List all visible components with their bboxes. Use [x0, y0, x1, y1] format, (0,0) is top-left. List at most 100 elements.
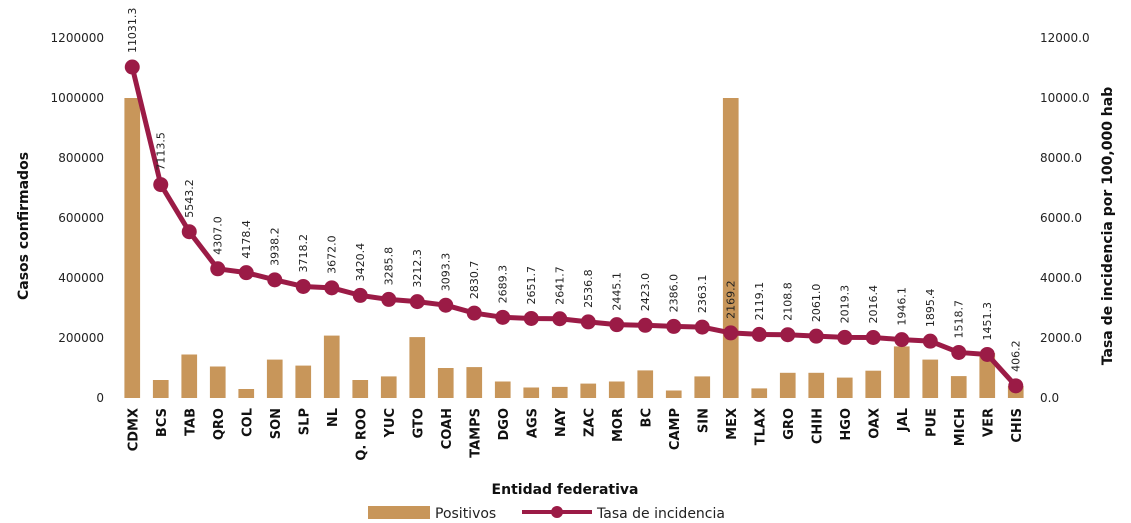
bar — [950, 376, 967, 398]
data-label: 2119.1 — [753, 282, 766, 321]
category-label: QRO — [212, 408, 227, 440]
category-label: NL — [326, 408, 341, 427]
category-label: VER — [981, 408, 996, 437]
category-label: JAL — [896, 408, 911, 432]
bar — [266, 359, 283, 398]
bar — [922, 359, 939, 398]
data-label: 2536.8 — [582, 269, 595, 308]
category-label: MOR — [611, 408, 626, 442]
category-label: HGO — [839, 408, 854, 441]
data-label: 2423.0 — [639, 273, 652, 312]
tasa-point — [495, 309, 511, 325]
y-axis-right-title: Tasa de incidencia por 100,000 hab — [1100, 87, 1116, 366]
line-series-tasa — [124, 59, 1024, 394]
category-label: CHIS — [1010, 408, 1025, 443]
tasa-point — [238, 265, 254, 281]
data-label: 4307.0 — [212, 216, 225, 255]
data-labels: 11031.3 7113.5 5543.2 4307.0 4178.4 3938.2 371… — [126, 8, 1023, 372]
bar — [409, 337, 426, 398]
tasa-point — [580, 314, 596, 330]
category-label: COL — [240, 408, 255, 437]
bar — [722, 98, 739, 398]
data-label: 3093.3 — [440, 253, 453, 292]
category-label: CDMX — [126, 408, 141, 451]
tasa-point — [210, 261, 226, 277]
category-label: YUC — [383, 408, 398, 439]
data-label: 3212.3 — [411, 249, 424, 288]
data-label: 1946.1 — [896, 287, 909, 326]
tasa-point — [979, 346, 995, 362]
category-label: OAX — [867, 408, 882, 439]
right-tick-label: 4000.0 — [1040, 271, 1082, 285]
left-tick-label: 0 — [96, 391, 104, 405]
category-label: DGO — [497, 408, 512, 441]
tasa-point — [1008, 378, 1024, 394]
data-label: 2386.0 — [668, 274, 681, 313]
right-tick-label: 2000.0 — [1040, 331, 1082, 345]
bar — [865, 370, 882, 398]
tasa-point — [723, 325, 739, 341]
right-tick-label: 8000.0 — [1040, 151, 1082, 165]
bar — [124, 98, 141, 398]
data-label: 7113.5 — [155, 132, 168, 171]
tasa-point — [865, 330, 881, 346]
bar — [893, 346, 910, 398]
category-label: TLAX — [753, 408, 768, 445]
tasa-point — [951, 344, 967, 360]
category-label: BC — [639, 408, 654, 427]
data-label: 1451.3 — [981, 302, 994, 341]
bar — [694, 376, 711, 398]
data-label: 4178.4 — [240, 220, 253, 259]
legend-marker-tasa — [551, 506, 563, 518]
tasa-point — [609, 317, 625, 333]
category-label: SON — [269, 408, 284, 439]
bar — [494, 381, 511, 398]
tasa-point — [552, 311, 568, 327]
data-label: 406.2 — [1010, 340, 1023, 372]
category-label: GTO — [411, 408, 426, 438]
bar-series-positivos — [124, 98, 1024, 398]
bar — [523, 387, 540, 398]
category-label: CAMP — [668, 408, 683, 450]
category-label: SLP — [297, 408, 312, 435]
category-label: GRO — [782, 408, 797, 440]
data-label: 5543.2 — [183, 179, 196, 218]
right-tick-label: 0.0 — [1040, 391, 1059, 405]
bar — [551, 386, 568, 398]
bar — [209, 366, 226, 398]
data-label: 2651.7 — [525, 266, 538, 305]
bar — [295, 365, 312, 398]
bar — [380, 376, 397, 398]
category-label: ZAC — [582, 408, 597, 437]
tasa-point — [751, 326, 767, 342]
tasa-point — [780, 327, 796, 343]
category-label: CHIH — [810, 408, 825, 444]
tasa-line — [129, 66, 1018, 388]
tasa-point — [694, 319, 710, 335]
category-label: TAMPS — [468, 408, 483, 458]
bar — [836, 377, 853, 398]
bar — [238, 389, 255, 398]
bar — [751, 388, 768, 398]
y-axis-left-title: Casos confirmados — [16, 152, 32, 300]
bar — [608, 381, 625, 398]
legend-swatch-positivos — [368, 506, 430, 519]
tasa-point — [922, 333, 938, 349]
tasa-point — [181, 224, 197, 240]
bar — [979, 353, 996, 398]
tasa-point — [466, 305, 482, 321]
data-label: 3420.4 — [354, 243, 367, 282]
data-label: 2169.2 — [725, 280, 738, 319]
category-label: NAY — [554, 407, 569, 437]
tasa-point — [837, 329, 853, 345]
bar — [437, 368, 454, 398]
left-tick-label: 1000000 — [51, 91, 104, 105]
right-y-axis: 0.0 2000.0 4000.0 6000.0 8000.0 10000.0 12000.… — [1040, 31, 1090, 405]
legend: Positivos Tasa de incidencia — [368, 506, 725, 522]
category-label: COAH — [440, 408, 455, 449]
data-label: 2689.3 — [497, 265, 510, 304]
left-y-axis: 0 200000 400000 600000 800000 1000000 1200000 — [51, 31, 104, 405]
bar — [323, 335, 340, 398]
bar — [665, 390, 682, 398]
